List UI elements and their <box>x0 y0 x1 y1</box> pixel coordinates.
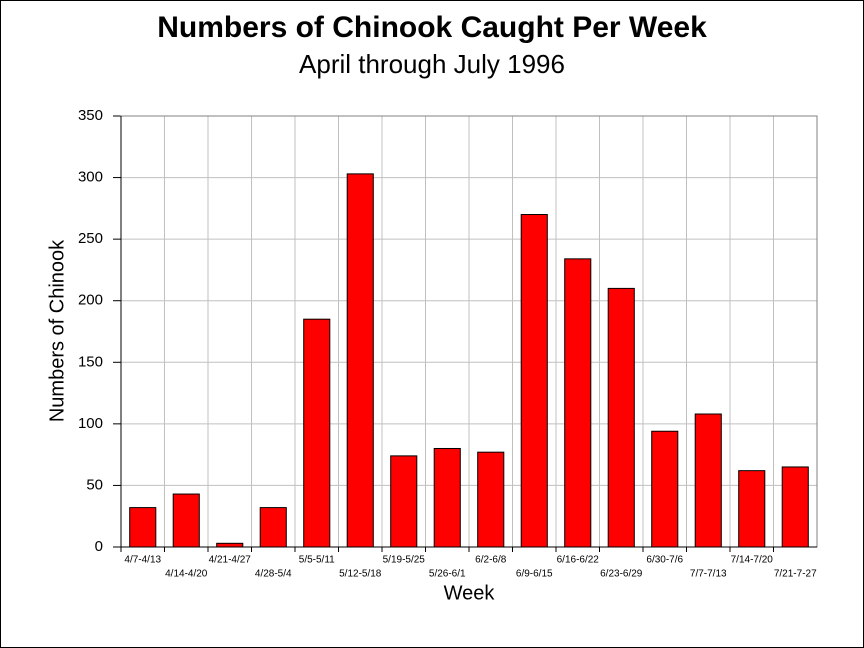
y-tick-label: 100 <box>78 415 103 432</box>
y-axis-label: Numbers of Chinook <box>46 239 68 422</box>
bar <box>607 287 635 548</box>
x-tick-label: 5/26-6/1 <box>429 569 466 580</box>
x-tick-label: 6/30-7/6 <box>646 555 683 566</box>
bar <box>520 214 548 548</box>
bar <box>564 258 592 548</box>
x-tick-label: 5/5-5/11 <box>299 555 335 566</box>
x-tick-label: 5/19-5/25 <box>383 555 426 566</box>
y-tick-label: 300 <box>78 169 103 186</box>
y-tick-label: 150 <box>78 353 103 370</box>
y-tick-label: 0 <box>95 538 103 555</box>
bar <box>651 430 679 548</box>
bar <box>390 455 418 548</box>
x-tick-label: 4/7-4/13 <box>124 555 161 566</box>
x-tick-label: 7/14-7/20 <box>731 555 774 566</box>
bar <box>694 413 722 548</box>
x-tick-label: 4/14-4/20 <box>165 569 208 580</box>
chart-title: Numbers of Chinook Caught Per Week <box>157 11 707 44</box>
x-tick-label: 4/21-4/27 <box>209 555 252 566</box>
chart-subtitle: April through July 1996 <box>299 49 565 79</box>
x-tick-label: 4/28-5/4 <box>255 569 292 580</box>
y-tick-label: 200 <box>78 292 103 309</box>
bar <box>216 542 244 548</box>
y-tick-label: 50 <box>86 476 103 493</box>
x-tick-label: 6/23-6/29 <box>600 569 643 580</box>
x-tick-label: 6/16-6/22 <box>557 555 600 566</box>
bar <box>129 507 157 548</box>
y-tick-label: 250 <box>78 230 103 247</box>
bar <box>781 466 809 548</box>
bar <box>433 447 461 548</box>
bar <box>738 470 766 548</box>
bar <box>259 507 287 548</box>
bar <box>172 493 200 548</box>
y-tick-label: 350 <box>78 107 103 124</box>
bar <box>477 451 505 548</box>
x-tick-label: 7/21-7-27 <box>774 569 817 580</box>
x-tick-label: 5/12-5/18 <box>339 569 382 580</box>
bar <box>303 318 331 548</box>
x-tick-label: 7/7-7/13 <box>690 569 727 580</box>
x-tick-label: 6/9-6/15 <box>516 569 553 580</box>
x-axis-label: Week <box>444 582 496 604</box>
x-tick-label: 6/2-6/8 <box>475 555 507 566</box>
bar <box>346 173 374 548</box>
